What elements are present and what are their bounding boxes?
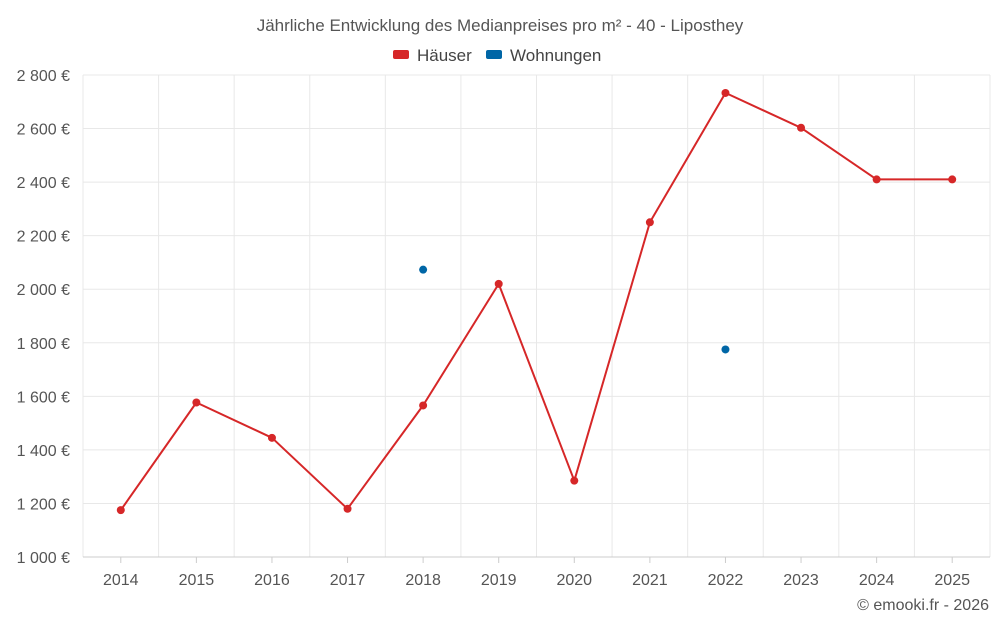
x-axis: 2014 2015 2016 2017 2018 2019 2020 2021 2022 2023… xyxy=(83,556,990,589)
data-point-hauser xyxy=(948,175,957,184)
x-tick-label: 2022 xyxy=(708,572,744,589)
data-point-hauser xyxy=(721,88,730,97)
data-point-hauser xyxy=(419,401,428,410)
credit: © emooki.fr - 2026 xyxy=(857,597,989,614)
x-tick-label: 2017 xyxy=(330,572,366,589)
data-point-hauser xyxy=(116,506,125,515)
legend-label-hauser: Häuser xyxy=(417,46,472,65)
legend-label-wohnungen: Wohnungen xyxy=(510,46,601,65)
x-tick-label: 2016 xyxy=(254,572,290,589)
data-point-hauser xyxy=(872,175,881,184)
x-tick-label: 2015 xyxy=(179,572,215,589)
y-tick-label: 1 200 € xyxy=(17,496,70,513)
y-tick-label: 1 600 € xyxy=(17,389,70,406)
y-axis: 1 000 € 1 200 € 1 400 € 1 600 € 1 800 € 2 000… xyxy=(17,68,70,567)
data-point-hauser xyxy=(645,218,654,227)
y-tick-label: 2 200 € xyxy=(17,229,70,246)
x-tick-label: 2021 xyxy=(632,572,668,589)
y-tick-label: 1 800 € xyxy=(17,336,70,353)
y-tick-label: 2 800 € xyxy=(17,68,70,85)
y-tick-label: 1 000 € xyxy=(17,550,70,567)
data-point-hauser xyxy=(343,504,352,513)
x-tick-label: 2018 xyxy=(405,572,441,589)
data-point-wohnungen xyxy=(721,345,730,354)
legend-swatch-wohnungen xyxy=(486,50,502,59)
data-point-hauser xyxy=(192,398,201,407)
x-tick-label: 2024 xyxy=(859,572,895,589)
x-tick-label: 2014 xyxy=(103,572,139,589)
x-tick-label: 2025 xyxy=(934,572,970,589)
data-point-hauser xyxy=(570,476,579,485)
data-point-hauser xyxy=(797,123,806,132)
data-point-wohnungen xyxy=(419,265,428,274)
x-tick-label: 2023 xyxy=(783,572,819,589)
x-tick-label: 2019 xyxy=(481,572,517,589)
y-tick-label: 1 400 € xyxy=(17,443,70,460)
legend: Häuser Wohnungen xyxy=(393,46,601,65)
legend-swatch-hauser xyxy=(393,50,409,59)
x-tick-label: 2020 xyxy=(556,572,592,589)
legend-item-wohnungen[interactable]: Wohnungen xyxy=(486,46,601,65)
y-tick-label: 2 000 € xyxy=(17,282,70,299)
series xyxy=(116,88,957,515)
data-point-hauser xyxy=(494,279,503,288)
y-tick-label: 2 600 € xyxy=(17,122,70,139)
legend-item-hauser[interactable]: Häuser xyxy=(393,46,472,65)
grid xyxy=(82,74,991,557)
y-tick-label: 2 400 € xyxy=(17,175,70,192)
chart-title: Jährliche Entwicklung des Medianpreises … xyxy=(257,16,744,35)
series-line-hauser xyxy=(119,91,953,511)
data-point-hauser xyxy=(267,433,276,442)
